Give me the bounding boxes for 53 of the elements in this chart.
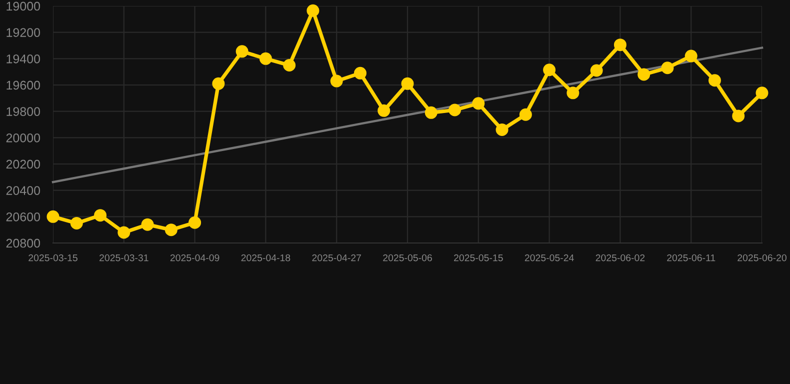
point [378, 104, 390, 117]
point [661, 62, 674, 74]
point [46, 210, 60, 223]
x-tick-label: 2025-06-20 [738, 254, 786, 262]
point [164, 224, 178, 236]
point [141, 218, 154, 231]
x-tick-label: 2025-06-02 [596, 254, 645, 262]
point [543, 64, 556, 76]
point [519, 108, 532, 121]
point [684, 50, 698, 62]
point [638, 68, 650, 81]
point [756, 86, 768, 100]
y-tick-label: 20200 [6, 160, 40, 169]
x-tick-label: 2025-05-24 [524, 254, 574, 262]
point [448, 104, 462, 116]
point [496, 124, 508, 136]
y-tick-label: 19000 [6, 2, 40, 11]
point [354, 66, 366, 80]
x-tick-label: 2025-05-15 [454, 254, 503, 262]
y-tick-label: 20600 [6, 212, 40, 222]
x-tick-label: 2025-04-27 [312, 254, 361, 262]
y-tick-label: 20800 [6, 238, 40, 248]
x-tick-label: 2025-03-15 [28, 254, 78, 262]
y-tick-label: 19600 [6, 80, 40, 90]
x-tick-label: 2025-04-18 [241, 254, 290, 262]
y-tick-label: 20400 [6, 186, 40, 195]
point [424, 106, 438, 119]
point [732, 110, 745, 122]
point [188, 216, 202, 229]
point [566, 86, 580, 100]
point [259, 52, 272, 65]
point [708, 74, 721, 87]
x-tick-label: 2025-06-11 [667, 254, 716, 262]
point [330, 74, 343, 88]
point [472, 97, 485, 110]
y-tick-label: 19400 [6, 54, 40, 64]
x-tick-label: 2025-03-31 [100, 254, 148, 262]
y-tick-label: 20000 [6, 133, 40, 142]
y-tick-label: 19200 [6, 28, 40, 37]
line-series [52, 46, 764, 184]
point [614, 38, 626, 52]
point [306, 4, 320, 17]
y-tick-label: 19800 [6, 107, 40, 116]
point [70, 217, 83, 230]
point [236, 45, 248, 58]
point [401, 77, 414, 90]
point [283, 59, 296, 72]
x-tick-label: 2025-04-09 [170, 254, 220, 262]
x-tick-label: 2025-05-06 [383, 254, 432, 262]
point [118, 226, 130, 239]
point [94, 209, 107, 222]
point [590, 64, 603, 77]
point [212, 77, 225, 90]
